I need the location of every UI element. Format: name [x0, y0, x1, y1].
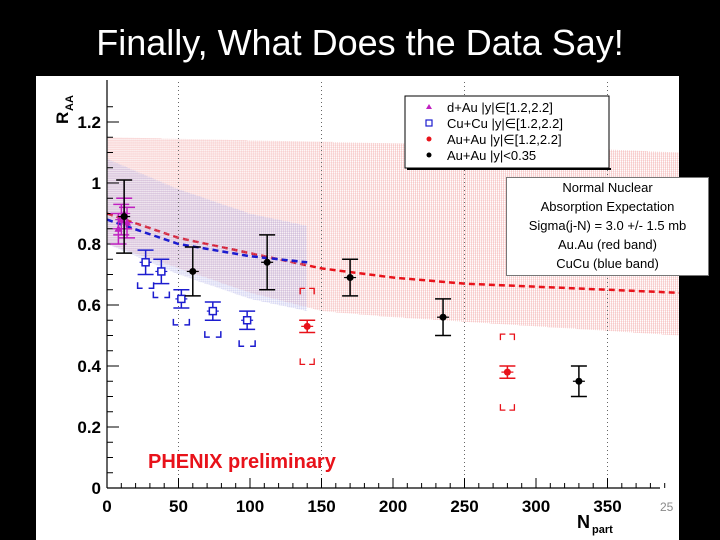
band-center-line [106, 218, 308, 264]
data-point [120, 213, 128, 221]
x-tick-label: 200 [379, 497, 407, 516]
data-point [242, 316, 252, 325]
phenix-preliminary-label: PHENIX preliminary [148, 451, 337, 473]
legend-marker [426, 104, 432, 109]
data-point [141, 258, 150, 267]
legend-marker [425, 119, 433, 127]
data-point [189, 267, 197, 275]
systematic-bracket [499, 333, 516, 411]
legend-box [404, 95, 610, 169]
x-tick-label: 300 [522, 497, 550, 516]
x-tick-label: 150 [307, 497, 335, 516]
slide-title: Finally, What Does the Data Say! [96, 22, 624, 63]
annotation-line: CuCu (blue band) [556, 256, 659, 271]
y-axis-label-sub: AA [64, 95, 76, 111]
legend-marker [426, 136, 432, 142]
systematic-bracket [204, 331, 222, 338]
y-axis-label: R [53, 112, 72, 124]
x-axis-label-sub: part [592, 524, 613, 536]
x-tick-label: 100 [236, 497, 264, 516]
legend-label: d+Au |y|∈[1.2,2.2] [447, 100, 553, 115]
x-tick-label: 250 [450, 497, 478, 516]
y-tick-label: 0 [92, 479, 101, 498]
data-point [157, 267, 166, 276]
data-point [263, 258, 271, 266]
y-tick-label: 1 [92, 174, 101, 193]
legend-label: Cu+Cu |y|∈[1.2,2.2] [447, 116, 563, 131]
data-point [208, 306, 218, 316]
data-point [346, 274, 354, 282]
data-point [123, 218, 132, 226]
y-tick-label: 0.2 [77, 418, 101, 437]
data-point [575, 377, 583, 385]
legend-label: Au+Au |y|∈[1.2,2.2] [447, 132, 562, 147]
legend-shadow [407, 168, 611, 170]
systematic-bracket [299, 287, 315, 365]
band-center-line [106, 212, 680, 295]
annotation-line: Normal Nuclear [562, 180, 653, 195]
data-point [439, 313, 447, 321]
x-tick-label: 0 [102, 497, 111, 516]
systematic-bracket [152, 291, 171, 299]
x-axis-label: N [577, 512, 590, 532]
band-cucu [106, 158, 308, 311]
y-tick-label: 0.8 [77, 235, 101, 254]
legend-label: Au+Au |y|<0.35 [447, 148, 536, 163]
data-point [117, 215, 126, 223]
data-point [303, 322, 311, 330]
annotation-line: Sigma(j-N) = 3.0 +/- 1.5 mb [528, 218, 687, 233]
legend-marker [426, 152, 432, 158]
data-point [177, 294, 186, 304]
systematic-bracket [238, 340, 256, 347]
annotation-line: Au.Au (red band) [557, 237, 657, 252]
slide-number: 25 [660, 500, 674, 514]
x-tick-label: 50 [169, 497, 188, 516]
y-tick-label: 0.6 [77, 296, 101, 315]
annotation-line: Absorption Expectation [540, 199, 675, 214]
y-tick-label: 0.4 [77, 357, 101, 376]
data-point [503, 368, 511, 376]
y-tick-label: 1.2 [77, 113, 101, 132]
x-tick-label: 350 [593, 497, 621, 516]
systematic-bracket [172, 318, 191, 326]
annotation-box: Normal Nuclear Absorption Expectation Sigm… [506, 177, 709, 276]
